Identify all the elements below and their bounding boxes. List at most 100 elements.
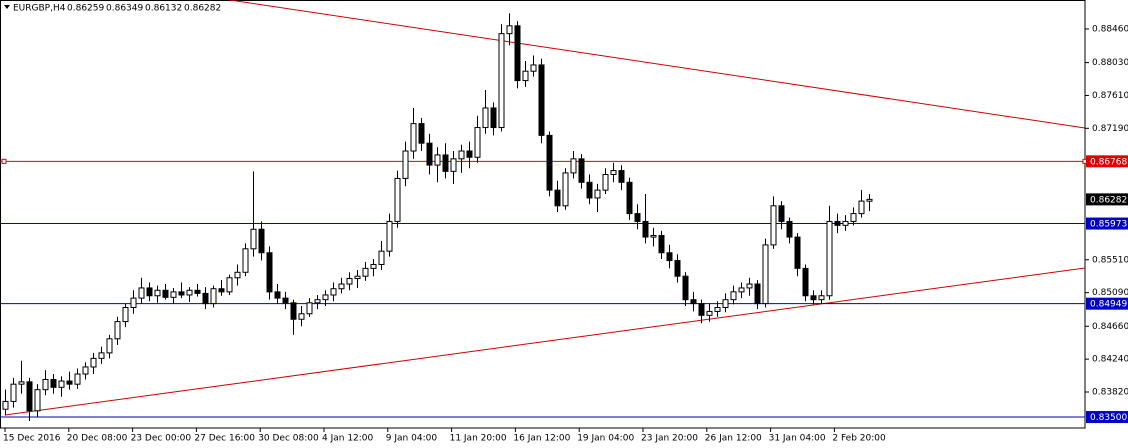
current-price-label: 0.86282 [1090,195,1127,205]
candle-body [290,302,297,320]
candle-body [258,228,265,254]
candle-body [490,107,497,129]
candle-body [426,142,433,166]
candle-body [730,291,737,301]
candle-body [746,283,753,289]
candle-body [770,205,777,246]
candle-body [842,220,849,226]
candle-body [546,134,553,191]
candle-body [330,288,337,296]
candle-body [138,287,145,299]
x-tick-label: 15 Dec 2016 [3,434,61,444]
candles [2,13,873,421]
x-tick-label: 16 Jan 12:00 [513,434,570,444]
candle-body [154,289,161,297]
candle-body [650,235,657,238]
candle-body [410,123,417,152]
y-tick-label: 0.83820 [1092,388,1128,398]
price-tag [1086,217,1128,230]
candle-body [146,287,153,297]
y-tick-label: 0.87190 [1092,124,1128,134]
candle-body [58,380,65,388]
candle-body [810,295,817,301]
candle-body [602,173,609,191]
candle-body [786,220,793,238]
candle-body [298,313,305,320]
candle-body [10,383,17,402]
x-tick-label: 26 Jan 12:00 [705,434,762,444]
candle-body [466,150,473,158]
y-tick-label: 0.87610 [1092,91,1128,101]
price-tag-label: 0.85973 [1090,220,1127,230]
candle-body [802,267,809,297]
candle-body [538,64,545,136]
candle-body [226,277,233,293]
y-tick-label: 0.88030 [1092,58,1128,68]
candle-body [826,220,833,297]
close: 0.86282 [184,4,221,14]
candle-body [634,213,641,222]
candle-body [474,127,481,158]
current-price-tag [1086,193,1128,206]
candle-body [242,248,249,273]
candle-body [666,252,673,262]
candle-body [122,307,129,323]
candle-body [354,275,361,280]
candle-body [90,357,97,368]
candle-body [82,366,89,375]
candle-body [618,170,625,183]
candle-body [394,177,401,222]
candle-body [778,205,785,222]
candle-body [434,154,441,166]
candle-body [98,352,105,359]
trend-line [4,267,1086,416]
candle-body [610,170,617,175]
x-tick-label: 4 Jan 12:00 [322,434,374,444]
candle-body [26,381,33,412]
y-tick-label: 0.84240 [1092,355,1128,365]
candle-body [202,292,209,305]
candle-body [210,288,217,305]
candle-body [866,198,873,202]
candle-body [818,295,825,301]
candle-body [170,291,177,298]
price-tag-label: 0.86768 [1090,157,1127,167]
x-tick-label: 23 Jan 20:00 [641,434,698,444]
x-tick-label: 11 Jan 20:00 [450,434,507,444]
x-tick-label: 23 Dec 00:00 [131,434,192,444]
price-tag-label: 0.83500 [1090,413,1127,423]
candle-body [834,220,841,226]
candle-body [530,64,537,72]
candle-body [42,378,49,391]
candle-body [562,172,569,207]
candle-body [178,291,185,296]
candle-body [626,181,633,215]
candle-body [514,25,521,82]
level-anchor [1,158,7,164]
candle-body [794,236,801,269]
candle-body [370,263,377,269]
candle-body [858,200,865,215]
axes: 0.88460 0.88030 0.87610 0.87190 0.85510 0.850… [3,24,1128,444]
candle-body [706,310,713,316]
candle-body [106,338,113,354]
candle-body [362,267,369,277]
header: EURGBP,H4 0.86259 0.86349 0.86132 0.8628… [4,4,221,14]
y-tick-label: 0.85510 [1092,255,1128,265]
candle-body [250,228,257,250]
high: 0.86349 [106,4,143,14]
candle-body [282,297,289,304]
candle-body [18,381,25,385]
candle-body [234,271,241,279]
candle-body [578,158,585,183]
candle-body [306,302,313,315]
candle-body [714,307,721,312]
candle-body [50,378,57,388]
price-tag-label: 0.84949 [1090,300,1127,310]
candle-body [74,373,81,385]
x-tick-label: 20 Dec 08:00 [67,434,128,444]
candle-body [386,220,393,252]
candle-body [658,235,665,254]
